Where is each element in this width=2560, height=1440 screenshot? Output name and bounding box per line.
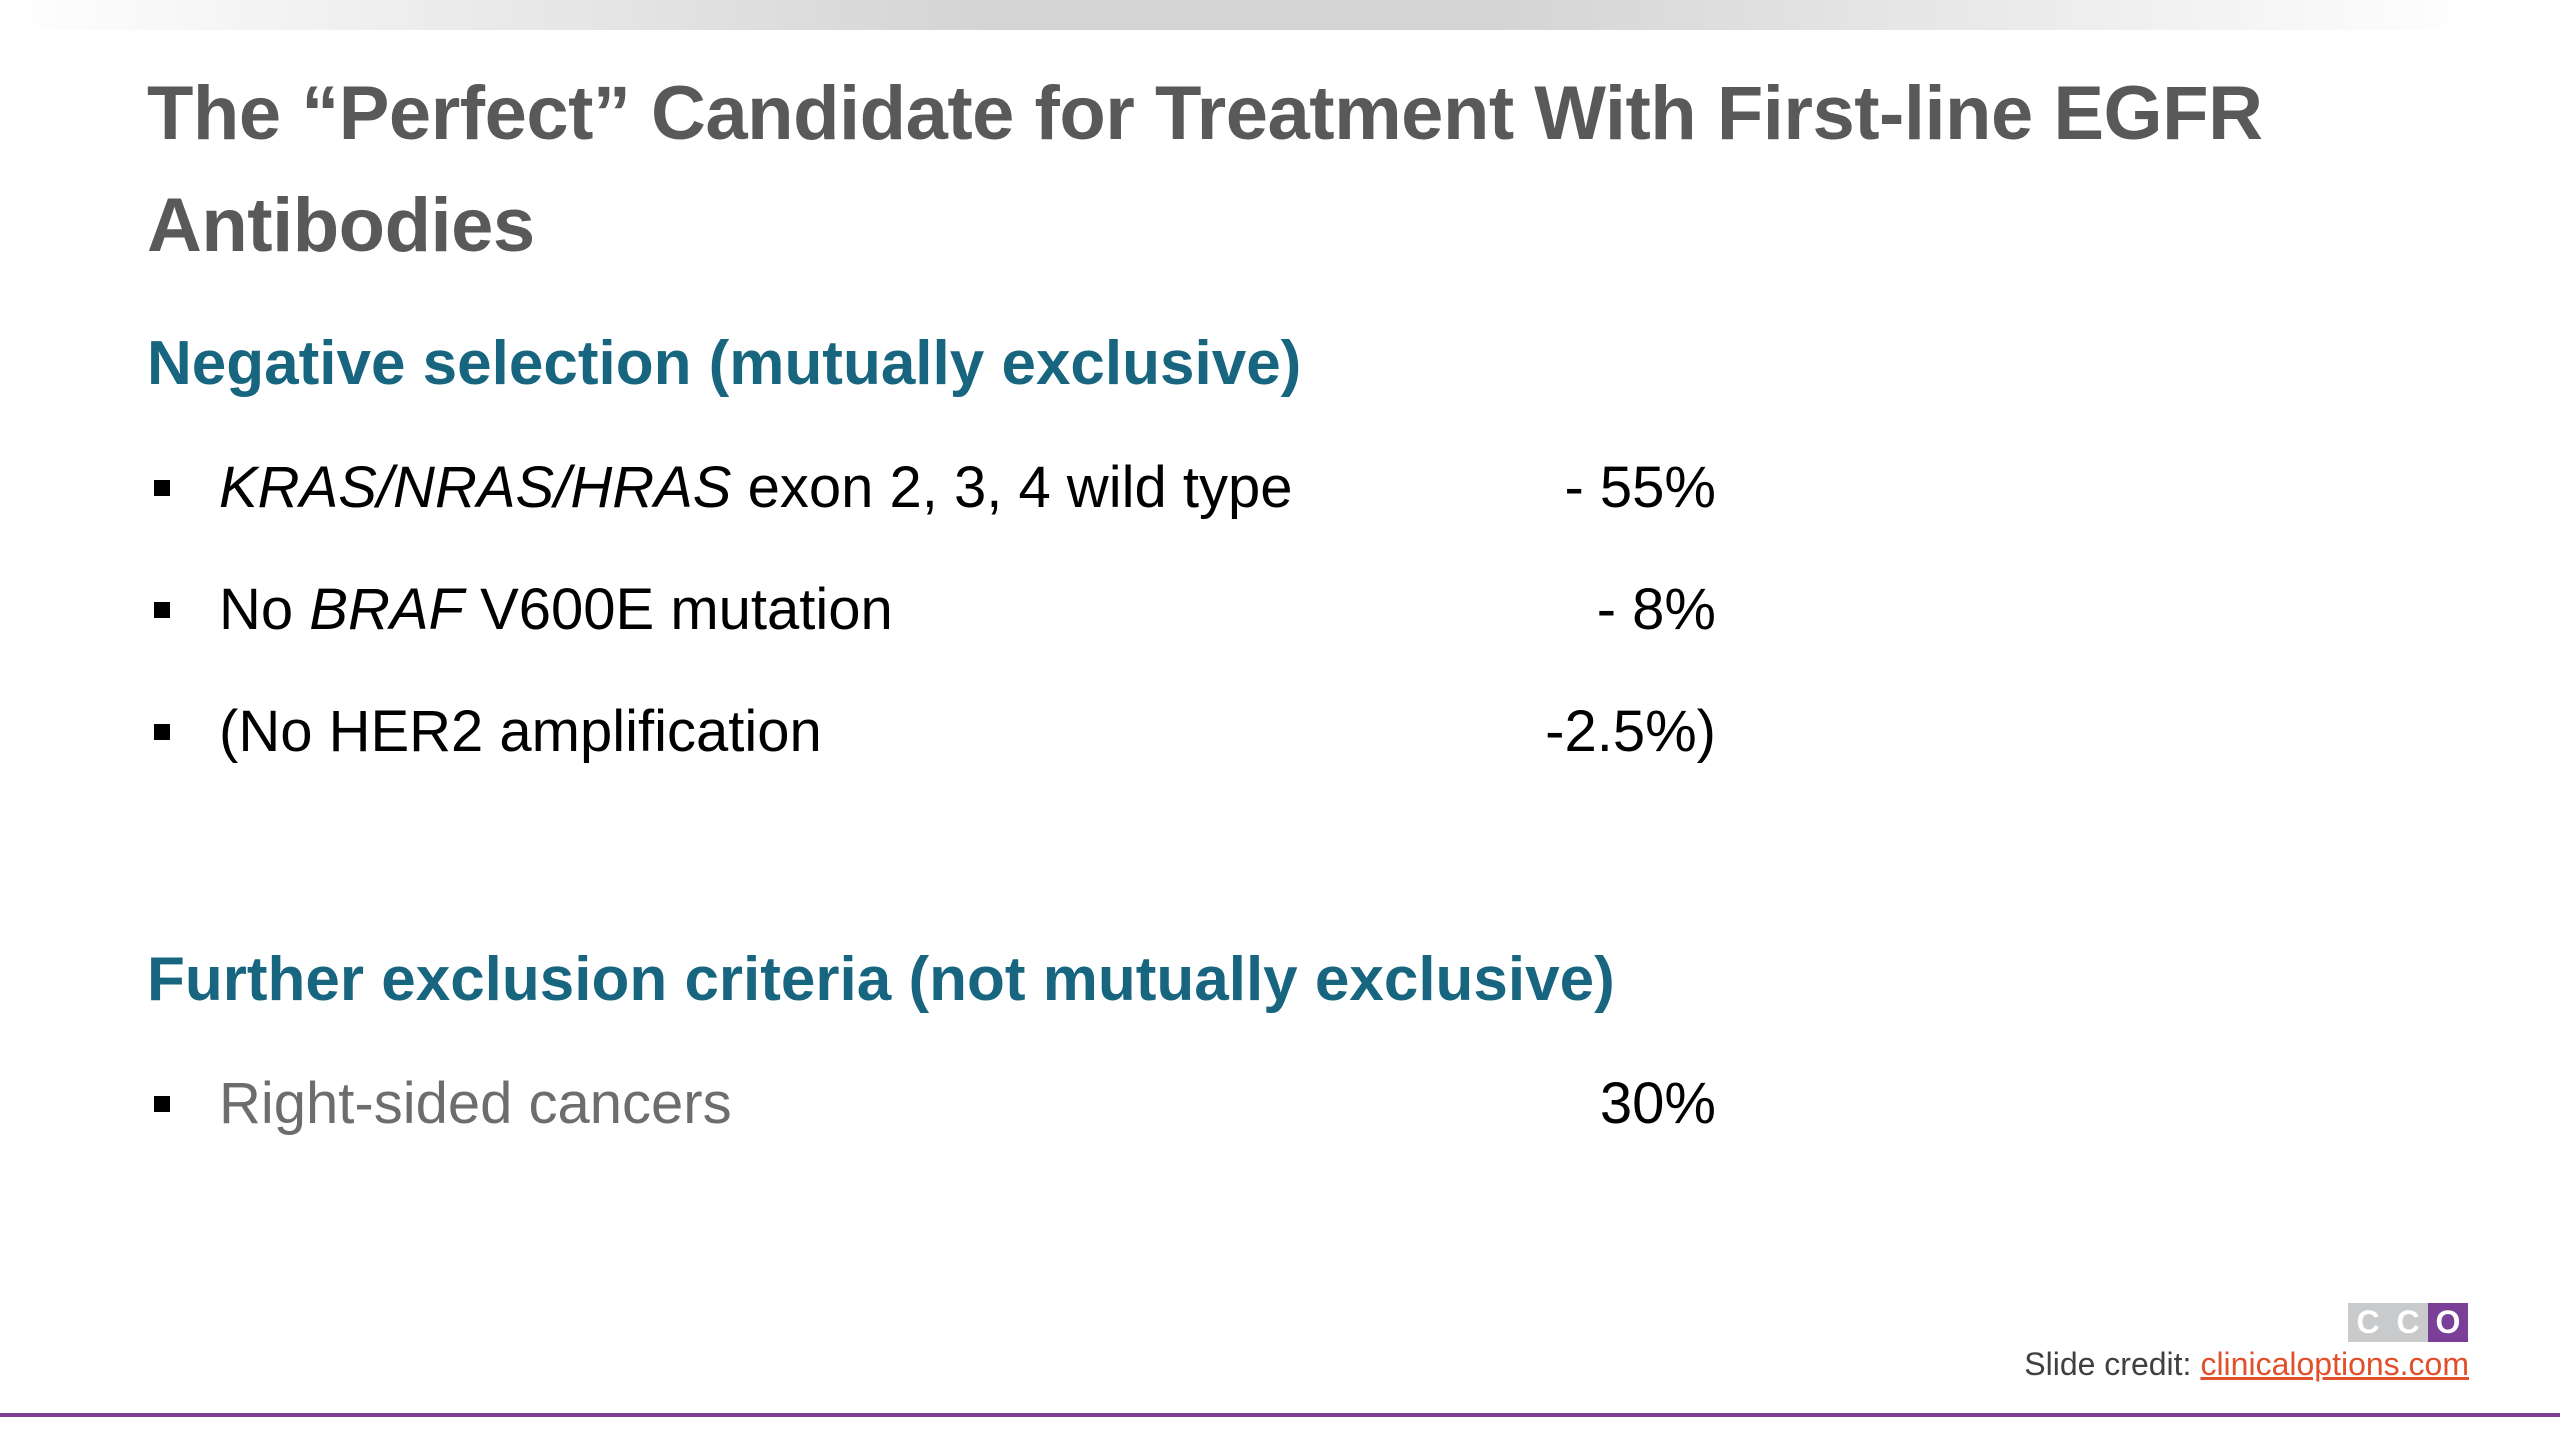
bullet-value: 30% (1599, 1071, 1716, 1136)
bullet-item: Right-sided cancers 30% (150, 1064, 1716, 1144)
bullet-text: Right-sided cancers (219, 1064, 732, 1144)
section-heading: Negative selection (mutually exclusive) (147, 329, 1302, 398)
bullet-value: -2.5%) (1545, 699, 1716, 764)
top-bar (0, 0, 2480, 30)
credit-link[interactable]: clinicaloptions.com (2200, 1346, 2469, 1382)
bullet-text: No BRAF V600E mutation (219, 570, 893, 650)
text-segment: BRAF (309, 577, 464, 642)
text-segment: KRAS/NRAS/HRAS (219, 455, 732, 520)
credit-label: Slide credit: (2024, 1346, 2192, 1382)
text-segment: Right-sided cancers (219, 1071, 732, 1136)
text-segment: (No HER2 amplification (219, 699, 822, 764)
logo-letter: C (2388, 1303, 2428, 1342)
logo-letter: O (2428, 1303, 2468, 1342)
bullet-square (154, 1096, 170, 1112)
bottom-line (0, 1413, 2560, 1417)
bullet-square (154, 480, 170, 496)
text-segment: V600E mutation (463, 577, 893, 642)
bullet-value: - 8% (1596, 577, 1716, 642)
slide-title: The “Perfect” Candidate for Treatment Wi… (147, 71, 2263, 268)
bullet-item: (No HER2 amplification -2.5%) (150, 692, 1716, 772)
text-segment: No (219, 577, 310, 642)
section-heading: Further exclusion criteria (not mutually… (147, 945, 1615, 1014)
bullet-value: - 55% (1564, 455, 1716, 520)
bullet-item: KRAS/NRAS/HRAS exon 2, 3, 4 wild type - 5… (150, 448, 1716, 528)
bullet-square (154, 602, 170, 618)
bullet-text: KRAS/NRAS/HRAS exon 2, 3, 4 wild type (219, 448, 1292, 528)
bullet-item: No BRAF V600E mutation - 8% (150, 570, 1716, 650)
bullet-text: (No HER2 amplification (219, 692, 822, 772)
bullet-square (154, 724, 170, 740)
text-segment: exon 2, 3, 4 wild type (731, 455, 1293, 520)
slide-credit: Slide credit: clinicaloptions.com (2024, 1346, 2469, 1383)
logo-letter: C (2348, 1303, 2388, 1342)
